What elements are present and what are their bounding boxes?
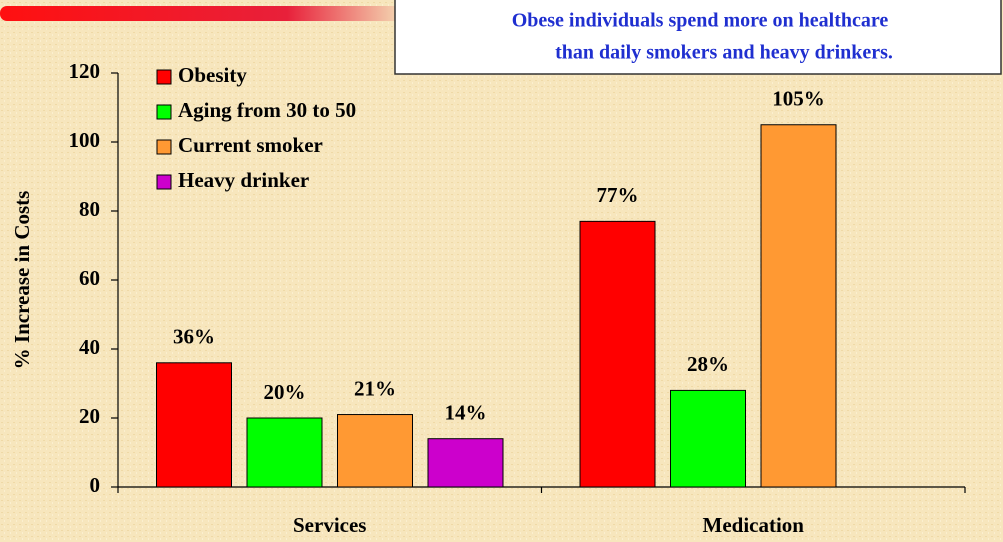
legend-label: Aging from 30 to 50 (178, 98, 356, 122)
bar (246, 417, 323, 488)
legend-swatch (156, 139, 172, 155)
value-label: 14% (445, 401, 487, 425)
y-tick-label: 120 (69, 59, 101, 83)
bar (337, 414, 413, 488)
legend-label: Current smoker (178, 133, 323, 157)
decor-bar (0, 6, 410, 21)
legend-swatch (156, 174, 172, 190)
legend-swatch (156, 69, 172, 85)
y-axis-label: % Increase in Costs (10, 191, 34, 370)
value-label: 21% (354, 376, 396, 400)
value-label: 105% (772, 87, 825, 111)
x-tick-label: Medication (703, 513, 805, 537)
bar (427, 438, 504, 488)
annotation: than daily smokers and heavy drinkers. (555, 42, 893, 64)
legend-swatch (156, 104, 172, 120)
y-tick-label: 60 (79, 266, 100, 290)
annotation: Obese individuals spend more on healthca… (512, 10, 889, 32)
x-tick-label: Services (293, 513, 366, 537)
legend-label: Heavy drinker (178, 168, 309, 192)
bar (670, 389, 746, 488)
y-tick-label: 100 (69, 128, 101, 152)
y-tick-label: 80 (79, 197, 100, 221)
annotation-box (394, 0, 1002, 75)
value-label: 20% (264, 380, 306, 404)
bar (579, 220, 656, 488)
bar (156, 362, 232, 488)
value-label: 36% (173, 325, 215, 349)
value-label: 77% (597, 183, 639, 207)
y-tick-label: 0 (90, 473, 101, 497)
y-tick-label: 40 (79, 335, 100, 359)
legend-label: Obesity (178, 63, 247, 87)
y-tick-label: 20 (79, 404, 100, 428)
bar (760, 124, 837, 488)
value-label: 28% (687, 352, 729, 376)
